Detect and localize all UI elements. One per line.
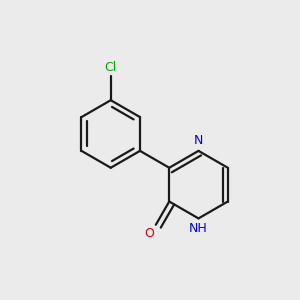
Text: Cl: Cl — [105, 61, 117, 74]
Text: N: N — [194, 134, 203, 147]
Text: O: O — [144, 227, 154, 240]
Text: NH: NH — [189, 222, 208, 235]
